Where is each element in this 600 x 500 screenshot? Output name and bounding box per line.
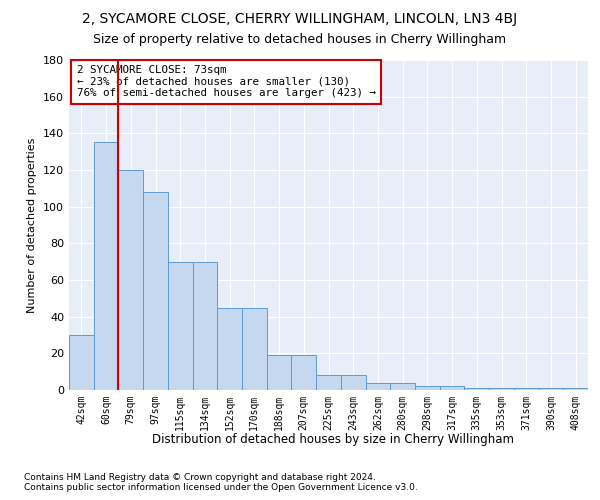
- Bar: [118, 170, 143, 390]
- Bar: [143, 192, 168, 390]
- Text: 2 SYCAMORE CLOSE: 73sqm
← 23% of detached houses are smaller (130)
76% of semi-d: 2 SYCAMORE CLOSE: 73sqm ← 23% of detache…: [77, 65, 376, 98]
- Bar: [168, 262, 193, 390]
- Bar: [267, 355, 292, 390]
- Bar: [193, 262, 217, 390]
- Bar: [563, 388, 588, 390]
- Bar: [464, 388, 489, 390]
- Bar: [489, 388, 514, 390]
- Text: 2, SYCAMORE CLOSE, CHERRY WILLINGHAM, LINCOLN, LN3 4BJ: 2, SYCAMORE CLOSE, CHERRY WILLINGHAM, LI…: [82, 12, 518, 26]
- Bar: [341, 376, 365, 390]
- Bar: [514, 388, 539, 390]
- Bar: [69, 335, 94, 390]
- Text: Size of property relative to detached houses in Cherry Willingham: Size of property relative to detached ho…: [94, 32, 506, 46]
- Bar: [539, 388, 563, 390]
- Bar: [365, 382, 390, 390]
- Bar: [242, 308, 267, 390]
- Bar: [94, 142, 118, 390]
- Bar: [292, 355, 316, 390]
- Text: Distribution of detached houses by size in Cherry Willingham: Distribution of detached houses by size …: [152, 432, 514, 446]
- Bar: [415, 386, 440, 390]
- Bar: [217, 308, 242, 390]
- Text: Contains HM Land Registry data © Crown copyright and database right 2024.
Contai: Contains HM Land Registry data © Crown c…: [24, 472, 418, 492]
- Bar: [316, 376, 341, 390]
- Y-axis label: Number of detached properties: Number of detached properties: [28, 138, 37, 312]
- Bar: [440, 386, 464, 390]
- Bar: [390, 382, 415, 390]
